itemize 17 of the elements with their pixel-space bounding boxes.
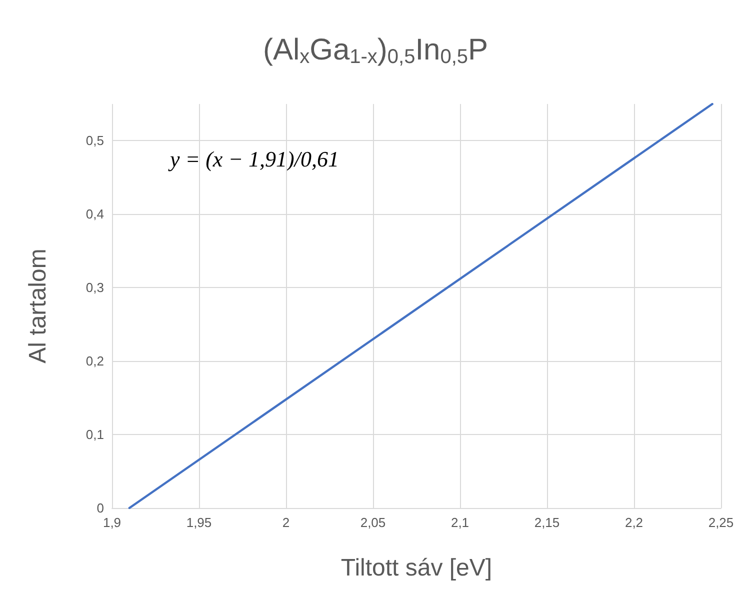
x-tick-label: 2,05: [360, 515, 386, 530]
x-tick-label: 1,9: [102, 515, 122, 530]
y-tick-label: 0,1: [86, 427, 104, 442]
y-tick-label: 0,5: [86, 133, 104, 148]
y-tick-label: 0,2: [86, 354, 104, 369]
x-tick-label: 2,25: [708, 515, 734, 530]
annotation: y = (x − 1,91)/0,61: [168, 146, 339, 172]
y-tick-label: 0,4: [86, 206, 104, 222]
x-tick-label: 2,15: [534, 515, 560, 530]
x-tick-label: 1,95: [186, 515, 212, 530]
y-tick-label: 0: [96, 500, 104, 516]
x-tick-label: 2,2: [624, 515, 644, 530]
x-tick-label: 2: [282, 515, 290, 530]
y-axis-title: Al tartalom: [24, 248, 52, 364]
y-tick-label: 0,3: [86, 280, 104, 296]
x-axis-title: Tiltott sáv [eV]: [340, 554, 492, 582]
x-tick-label: 2,1: [450, 515, 470, 530]
